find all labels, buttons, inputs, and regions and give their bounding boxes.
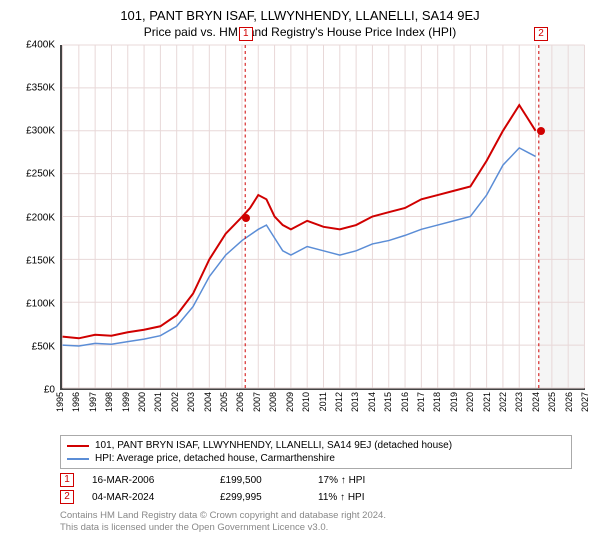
sale-price: £199,500 bbox=[220, 475, 300, 486]
x-axis-label: 2002 bbox=[170, 392, 180, 412]
sale-pct: 17% ↑ HPI bbox=[318, 475, 408, 486]
x-axis-label: 2019 bbox=[449, 392, 459, 412]
x-axis-label: 2013 bbox=[350, 392, 360, 412]
y-axis-label: £300K bbox=[26, 126, 55, 137]
x-axis-label: 2022 bbox=[498, 392, 508, 412]
x-axis-label: 1998 bbox=[104, 392, 114, 412]
x-axis-label: 2020 bbox=[465, 392, 475, 412]
x-axis-label: 2017 bbox=[416, 392, 426, 412]
x-axis-label: 2010 bbox=[301, 392, 311, 412]
x-axis-label: 2016 bbox=[400, 392, 410, 412]
y-axis-label: £350K bbox=[26, 83, 55, 94]
y-axis-labels: £0£50K£100K£150K£200K£250K£300K£350K£400… bbox=[15, 45, 60, 410]
y-axis-label: £250K bbox=[26, 169, 55, 180]
page-subtitle: Price paid vs. HM Land Registry's House … bbox=[10, 25, 590, 39]
x-axis-label: 2026 bbox=[564, 392, 574, 412]
x-axis-label: 2024 bbox=[531, 392, 541, 412]
marker-box-2: 2 bbox=[534, 27, 548, 41]
x-axis-label: 2009 bbox=[285, 392, 295, 412]
sale-index-box: 2 bbox=[60, 490, 74, 504]
x-axis-label: 2001 bbox=[153, 392, 163, 412]
x-axis-label: 2006 bbox=[235, 392, 245, 412]
sale-row: 2 04-MAR-2024 £299,995 11% ↑ HPI bbox=[60, 490, 572, 504]
sale-date: 16-MAR-2006 bbox=[92, 475, 202, 486]
chart: £0£50K£100K£150K£200K£250K£300K£350K£400… bbox=[15, 45, 585, 410]
x-axis-label: 2003 bbox=[186, 392, 196, 412]
y-axis-label: £0 bbox=[44, 385, 55, 396]
sale-date: 04-MAR-2024 bbox=[92, 492, 202, 503]
sale-point-1 bbox=[242, 214, 250, 222]
legend-label: HPI: Average price, detached house, Carm… bbox=[95, 453, 335, 464]
marker-box-1: 1 bbox=[239, 27, 253, 41]
x-axis-label: 2007 bbox=[252, 392, 262, 412]
x-axis-label: 2011 bbox=[318, 392, 328, 411]
x-axis-label: 1995 bbox=[55, 392, 65, 412]
x-axis-label: 2027 bbox=[580, 392, 590, 412]
x-axis-labels: 1995199619971998199920002001200220032004… bbox=[60, 390, 585, 410]
sales-list: 1 16-MAR-2006 £199,500 17% ↑ HPI 2 04-MA… bbox=[10, 473, 590, 504]
x-axis-label: 2014 bbox=[367, 392, 377, 412]
y-axis-label: £400K bbox=[26, 40, 55, 51]
x-axis-label: 2005 bbox=[219, 392, 229, 412]
x-axis-label: 1997 bbox=[88, 392, 98, 412]
x-axis-label: 2015 bbox=[383, 392, 393, 412]
chart-svg bbox=[62, 45, 585, 388]
page: 101, PANT BRYN ISAF, LLWYNHENDY, LLANELL… bbox=[0, 0, 600, 560]
y-axis-label: £150K bbox=[26, 255, 55, 266]
x-axis-label: 1996 bbox=[71, 392, 81, 412]
footer: Contains HM Land Registry data © Crown c… bbox=[60, 510, 585, 535]
x-axis-label: 1999 bbox=[121, 392, 131, 412]
sale-row: 1 16-MAR-2006 £199,500 17% ↑ HPI bbox=[60, 473, 572, 487]
legend: 101, PANT BRYN ISAF, LLWYNHENDY, LLANELL… bbox=[60, 435, 572, 469]
x-axis-label: 2025 bbox=[547, 392, 557, 412]
x-axis-label: 2000 bbox=[137, 392, 147, 412]
y-axis-label: £200K bbox=[26, 212, 55, 223]
chart-box: 12 bbox=[60, 45, 585, 390]
footer-line: This data is licensed under the Open Gov… bbox=[60, 522, 585, 534]
page-title: 101, PANT BRYN ISAF, LLWYNHENDY, LLANELL… bbox=[10, 8, 590, 23]
x-axis-label: 2018 bbox=[432, 392, 442, 412]
legend-swatch bbox=[67, 445, 89, 447]
legend-label: 101, PANT BRYN ISAF, LLWYNHENDY, LLANELL… bbox=[95, 440, 452, 451]
series-hpi bbox=[63, 148, 536, 346]
sale-pct: 11% ↑ HPI bbox=[318, 492, 408, 503]
legend-swatch bbox=[67, 458, 89, 460]
series-property bbox=[63, 105, 536, 338]
x-axis-label: 2012 bbox=[334, 392, 344, 412]
sale-index-box: 1 bbox=[60, 473, 74, 487]
x-axis-label: 2008 bbox=[268, 392, 278, 412]
y-axis-label: £50K bbox=[32, 341, 55, 352]
footer-line: Contains HM Land Registry data © Crown c… bbox=[60, 510, 585, 522]
y-axis-label: £100K bbox=[26, 298, 55, 309]
sale-price: £299,995 bbox=[220, 492, 300, 503]
sale-point-2 bbox=[537, 127, 545, 135]
x-axis-label: 2023 bbox=[514, 392, 524, 412]
legend-item-property: 101, PANT BRYN ISAF, LLWYNHENDY, LLANELL… bbox=[67, 439, 565, 452]
legend-item-hpi: HPI: Average price, detached house, Carm… bbox=[67, 452, 565, 465]
x-axis-label: 2004 bbox=[203, 392, 213, 412]
x-axis-label: 2021 bbox=[482, 392, 492, 412]
